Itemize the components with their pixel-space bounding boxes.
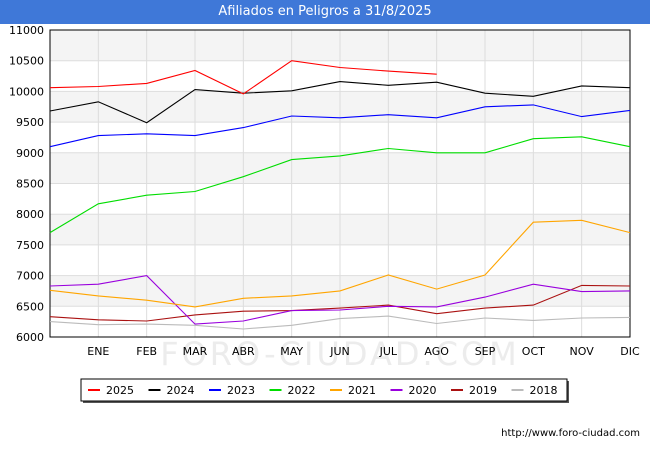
series-line-2020 (49, 275, 631, 325)
y-tick-label: 8000 (16, 208, 44, 221)
y-tick-label: 9000 (16, 147, 44, 160)
series-line-2024 (49, 81, 631, 124)
legend-label-2022: 2022 (288, 384, 316, 397)
legend-label-2021: 2021 (348, 384, 376, 397)
y-tick-label: 7500 (16, 239, 44, 252)
legend-label-2025: 2025 (106, 384, 134, 397)
series-line-2022 (49, 136, 631, 234)
y-tick-label: 11000 (9, 24, 44, 37)
legend-label-2018: 2018 (530, 384, 558, 397)
x-tick-label: FEB (136, 345, 157, 358)
x-tick-label: AGO (424, 345, 449, 358)
x-tick-label: NOV (570, 345, 595, 358)
y-tick-label: 10000 (9, 85, 44, 98)
legend-label-2024: 2024 (167, 384, 195, 397)
series-line-2018 (49, 315, 631, 330)
x-tick-label: OCT (522, 345, 545, 358)
y-tick-label: 9500 (16, 116, 44, 129)
y-tick-label: 6000 (16, 331, 44, 344)
legend: 2025 2024 2023 2022 2021 2020 2019 2018 (80, 378, 569, 403)
series-lines (49, 60, 631, 330)
y-axis-ticks: 6000 6500 7000 7500 8000 8500 9000 9500 10000 105… (9, 24, 44, 344)
y-tick-label: 7000 (16, 270, 44, 283)
source-url: http://www.foro-ciudad.com (501, 428, 640, 439)
legend-label-2023: 2023 (227, 384, 255, 397)
y-tick-label: 6500 (16, 300, 44, 313)
x-tick-label: SEP (475, 345, 496, 358)
watermark: FORO-CIUDAD.COM (160, 335, 520, 373)
series-line-2021 (49, 219, 631, 308)
x-tick-label: MAR (183, 345, 208, 358)
legend-label-2020: 2020 (409, 384, 437, 397)
x-tick-label: DIC (620, 345, 640, 358)
x-tick-label: JUL (379, 345, 398, 358)
series-line-2023 (49, 104, 631, 148)
series-line-2019 (49, 284, 631, 322)
x-tick-label: JUN (329, 345, 350, 358)
x-tick-label: ABR (232, 345, 255, 358)
legend-label-2019: 2019 (469, 384, 497, 397)
x-axis-ticks: ENE FEB MAR ABR MAY JUN JUL AGO SEP OCT NOV DIC (87, 345, 640, 358)
y-tick-label: 8500 (16, 178, 44, 191)
x-tick-label: ENE (87, 345, 109, 358)
x-tick-label: MAY (280, 345, 303, 358)
chart-title: Afiliados en Peligros a 31/8/2025 (0, 0, 650, 24)
plot-frame (49, 29, 631, 338)
series-line-2025 (49, 60, 437, 95)
y-tick-label: 10500 (9, 55, 44, 68)
